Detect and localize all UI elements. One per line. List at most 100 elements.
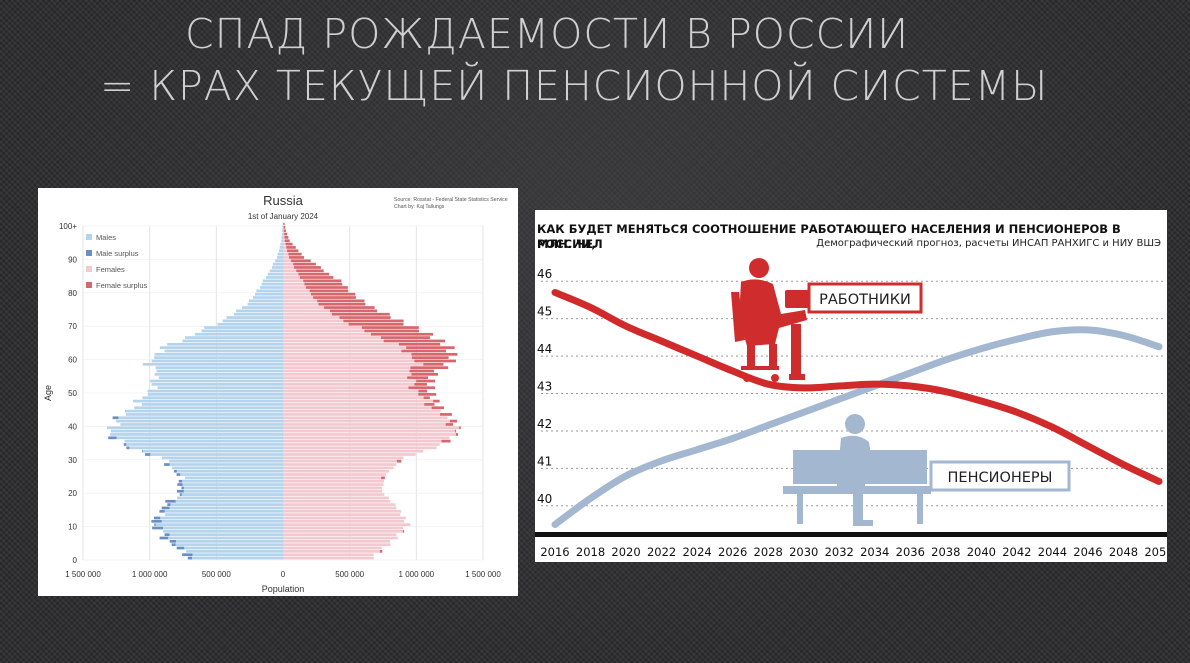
pyramid-bar-male	[226, 316, 283, 319]
pyramid-bar-female	[283, 393, 419, 396]
pyramid-title: Russia	[263, 193, 304, 208]
pyramid-bar-male	[247, 302, 283, 306]
pyramid-bar-male	[160, 516, 283, 520]
pyramid-bar-female-surplus	[381, 336, 431, 339]
pyramid-bar-male	[184, 546, 283, 550]
pyramid-bar-male-surplus	[112, 416, 119, 420]
pyramid-bar-female-surplus	[289, 256, 305, 259]
pyramid-bar-female	[283, 296, 314, 299]
pyramid-y-tick: 90	[68, 255, 77, 264]
pyramid-bar-male	[132, 399, 283, 403]
pensioner-on-bench-icon	[783, 414, 931, 526]
pyramid-bar-male-surplus	[153, 516, 161, 520]
pyramid-bar-female-surplus	[445, 423, 454, 426]
workers-line	[551, 288, 1163, 485]
pyramid-bar-female-surplus	[424, 403, 435, 406]
line-x-tick: 2026	[718, 545, 747, 559]
pyramid-bar-male	[141, 403, 283, 406]
pyramid-bar-female-surplus	[290, 259, 311, 263]
pyramid-bar-male	[175, 499, 283, 503]
pyramid-bar-male	[236, 309, 283, 313]
pyramid-bar-male	[201, 329, 283, 333]
pyramid-bar-male	[234, 312, 283, 316]
pyramid-bar-female-surplus	[283, 226, 286, 229]
pyramid-bar-male-surplus	[176, 473, 181, 476]
pyramid-bar-male	[149, 379, 283, 383]
pyramid-bar-male	[116, 436, 283, 440]
pyramid-bar-male	[195, 332, 283, 336]
pyramid-bar-female-surplus	[318, 302, 366, 306]
pyramid-bar-male	[262, 279, 283, 283]
pyramid-y-tick: 30	[68, 456, 77, 465]
pyramid-bar-female-surplus	[423, 396, 430, 400]
legend-male-surplus: Male surplus	[96, 249, 139, 258]
pyramid-bar-male	[134, 406, 283, 410]
pyramid-bar-male	[184, 476, 283, 480]
pyramid-bar-female-surplus	[288, 252, 302, 256]
pyramid-bar-male	[242, 306, 283, 309]
pyramid-y-tick: 60	[68, 356, 77, 365]
pyramid-bar-female	[283, 269, 297, 273]
pyramid-bar-female-surplus	[411, 352, 458, 356]
pyramid-bar-male	[124, 439, 283, 443]
pyramid-bar-male	[180, 473, 283, 476]
pyramid-subtitle: 1st of January 2024	[248, 212, 319, 221]
pyramid-bar-male	[182, 339, 283, 343]
pyramid-bar-female-surplus	[317, 299, 365, 303]
population-pyramid-chart: 1 500 000 1 000 000 500 000 0 500 000 1 000 0…	[43, 193, 508, 594]
office-worker-icon	[731, 258, 809, 382]
pyramid-bar-female	[283, 403, 425, 406]
pyramid-bar-female	[283, 453, 416, 456]
line-x-tick: 2022	[647, 545, 676, 559]
pyramid-bar-female	[283, 236, 285, 239]
pyramid-y-tick: 40	[68, 422, 77, 431]
pyramid-bar-male-surplus	[152, 526, 164, 530]
pyramid-bar-female	[283, 349, 402, 353]
pyramid-bar-male	[192, 556, 283, 560]
pyramid-bar-female	[283, 463, 397, 466]
pyramid-bar-male	[168, 536, 283, 540]
pyramid-bar-male	[256, 289, 283, 293]
right-chart-title: КАК БУДЕТ МЕНЯТЬСЯ СООТНОШЕНИЕ РАБОТАЮЩЕ…	[537, 222, 1121, 251]
pyramid-bar-male	[157, 386, 283, 390]
pyramid-bar-female	[283, 286, 306, 289]
pyramid-bar-male	[126, 443, 284, 446]
pyramid-bar-female-surplus	[296, 269, 324, 273]
pyramid-bar-female	[283, 439, 442, 443]
pyramid-bar-female	[283, 276, 300, 279]
pyramid-bar-male	[282, 226, 283, 229]
pyramid-bar-male	[176, 539, 283, 543]
title-line-2: = КРАХ ТЕКУЩЕЙ ПЕНСИОННОЙ СИСТЕМЫ	[100, 62, 1049, 110]
pyramid-bar-female	[283, 529, 403, 533]
legend-females: Females	[96, 265, 125, 274]
pyramid-bar-female	[283, 229, 284, 233]
pyramid-bar-female-surplus	[303, 279, 342, 283]
pyramid-bar-female-surplus	[418, 393, 437, 396]
pyramid-bar-male	[183, 486, 283, 490]
pyramid-bar-female	[283, 459, 397, 463]
pyramid-bar-female-surplus	[440, 413, 452, 416]
pyramid-bar-male	[222, 319, 283, 323]
title-line-1: СПАД РОЖДАЕМОСТИ В РОССИИ	[185, 10, 910, 58]
line-y-tick: 43	[537, 380, 552, 394]
pyramid-bar-female-surplus	[383, 339, 446, 343]
pyramid-bar-male	[164, 349, 283, 353]
pyramid-bar-male-surplus	[173, 469, 177, 473]
pyramid-bar-male	[255, 292, 283, 296]
line-y-tick: 45	[537, 305, 552, 319]
pyramid-bar-male	[217, 322, 283, 326]
pyramid-bar-male	[281, 232, 283, 236]
pyramid-bar-female	[283, 319, 344, 323]
pyramid-bar-female-surplus	[343, 319, 404, 323]
pyramid-legend: Males Male surplus Females Female surplu…	[86, 233, 148, 290]
pyramid-bar-female	[283, 483, 384, 486]
pyramid-bar-female	[283, 342, 399, 346]
pyramid-bar-female-surplus	[411, 372, 439, 376]
pyramid-bar-male	[279, 246, 283, 249]
legend-swatch-female-surplus	[86, 282, 92, 288]
pyramid-bar-female-surplus	[402, 529, 405, 533]
line-x-tick: 2042	[1002, 545, 1031, 559]
pyramid-bar-female	[283, 362, 424, 366]
pyramid-credit: Chart by: Kaj Tallungs	[394, 204, 445, 210]
pyramid-bar-female-surplus	[418, 389, 428, 393]
